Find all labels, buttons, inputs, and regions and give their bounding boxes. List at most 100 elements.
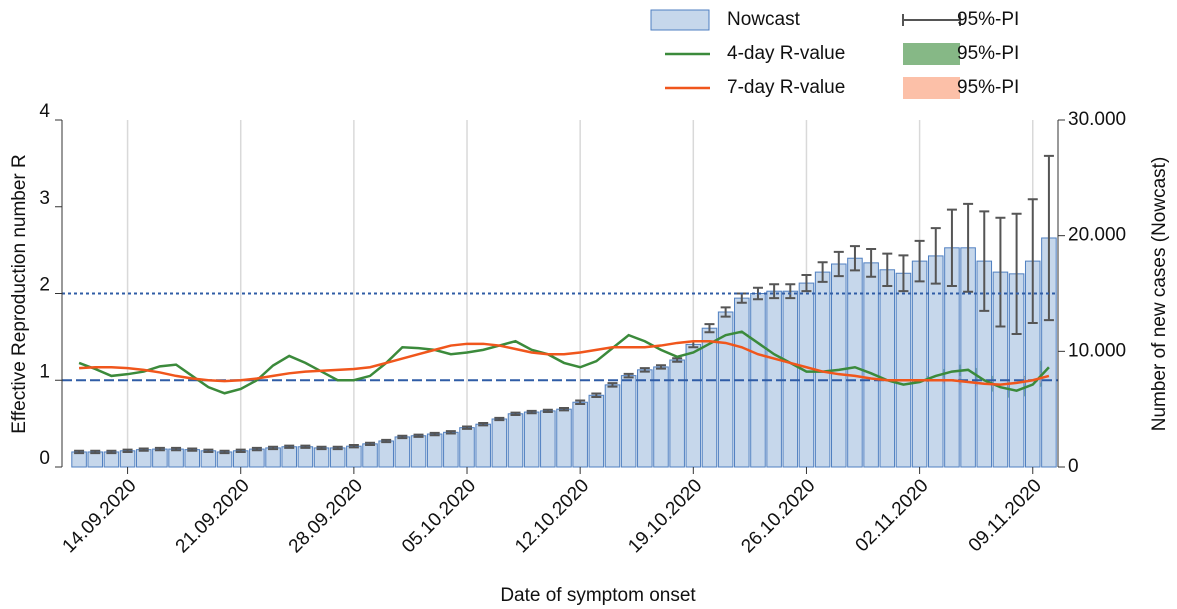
error-bar: [478, 422, 489, 427]
error-bar: [122, 448, 133, 453]
bar: [410, 435, 427, 468]
error-bar: [1011, 212, 1022, 335]
bar: [685, 343, 702, 468]
error-bar: [445, 430, 456, 435]
y-tick-label: 2: [39, 275, 50, 296]
error-bar: [882, 252, 893, 287]
error-bar: [785, 283, 796, 300]
error-bar: [979, 210, 990, 312]
bars: [71, 154, 1057, 468]
bar: [346, 445, 362, 468]
x-tick-label: 28.09.2020: [285, 475, 367, 557]
error-bar: [413, 433, 424, 438]
x-tick-label: 02.11.2020: [852, 475, 933, 556]
error-bar: [866, 247, 877, 278]
error-bar: [946, 208, 957, 287]
error-bar: [365, 441, 376, 447]
y2-tick-label: 0: [1068, 456, 1079, 477]
bar: [540, 410, 556, 468]
x-tick-label: 26.10.2020: [737, 475, 819, 557]
error-bar: [672, 357, 683, 363]
y-tick-label: 4: [39, 101, 50, 122]
error-bar: [898, 254, 909, 293]
error-bar: [1027, 198, 1038, 324]
error-bar: [510, 411, 521, 416]
bar: [847, 257, 863, 468]
error-bar: [575, 399, 586, 405]
error-bar: [849, 245, 860, 272]
bar: [71, 451, 87, 468]
error-bar: [106, 449, 117, 455]
error-bar: [332, 445, 343, 451]
legend-swatch: [903, 43, 960, 65]
bar: [426, 433, 443, 468]
bar: [701, 327, 718, 468]
x-axis-label: Date of symptom onset: [500, 585, 696, 606]
bar: [135, 449, 152, 468]
error-bar: [817, 261, 828, 283]
error-bar: [462, 425, 473, 430]
error-bar: [607, 382, 618, 388]
error-bar: [219, 449, 230, 455]
y2-tick-label: 10.000: [1068, 340, 1126, 361]
bar: [766, 290, 782, 468]
legend-label: 95%-PI: [957, 43, 1019, 64]
error-bar: [995, 216, 1006, 328]
x-tick-label: 19.10.2020: [624, 475, 706, 557]
legend: 95%-PI Nowcast 95%-PI 4-day R-value 95%-PI 7-…: [650, 9, 1019, 99]
bar: [911, 260, 928, 468]
bar: [265, 447, 281, 468]
bar: [620, 375, 637, 468]
bar: [329, 447, 346, 468]
legend-label: 4-day R-value: [727, 43, 845, 64]
bar: [653, 366, 669, 468]
bar: [798, 282, 815, 468]
x-tick-label: 12.10.2020: [511, 475, 593, 557]
error-bar: [154, 446, 165, 452]
bar: [184, 449, 201, 468]
error-bar: [171, 446, 182, 452]
legend-label: Nowcast: [727, 9, 801, 30]
error-bar: [655, 364, 666, 370]
bar: [249, 448, 265, 468]
error-bar: [769, 283, 780, 300]
error-bar: [138, 447, 149, 452]
x-tick-label: 05.10.2020: [398, 475, 480, 557]
bar: [734, 297, 750, 468]
bar: [103, 451, 120, 468]
legend-label: 7-day R-value: [727, 77, 845, 98]
bar: [782, 290, 799, 468]
bar: [588, 394, 605, 468]
x-tick-label: 14.09.2020: [59, 475, 141, 557]
bar: [216, 451, 233, 468]
lines: [78, 330, 1050, 395]
error-bar: [623, 372, 634, 379]
bar: [459, 427, 475, 468]
bar: [297, 446, 314, 468]
bar: [491, 418, 508, 468]
error-bar: [300, 444, 311, 449]
bar: [87, 451, 104, 468]
error-bar: [720, 306, 731, 318]
y-tick-label: 3: [39, 188, 50, 209]
bar: [378, 440, 394, 468]
y-tick-label: 1: [39, 361, 50, 382]
y-axis-label: Effective Reproduction number R: [9, 154, 30, 434]
error-bar: [914, 239, 925, 283]
legend-swatch: [903, 77, 960, 99]
error-bar: [494, 416, 505, 422]
error-bar: [542, 408, 553, 414]
bar: [637, 369, 653, 468]
legend-swatch: [650, 9, 710, 31]
line: [79, 339, 1050, 386]
y2-tick-label: 30.000: [1068, 109, 1126, 130]
error-bar: [284, 444, 295, 449]
x-tick-label: 09.11.2020: [965, 475, 1046, 556]
error-bar: [704, 323, 715, 334]
error-bar: [268, 445, 279, 451]
error-bar: [90, 449, 101, 455]
bar: [232, 450, 249, 468]
bar: [507, 413, 524, 468]
bar: [927, 255, 944, 468]
